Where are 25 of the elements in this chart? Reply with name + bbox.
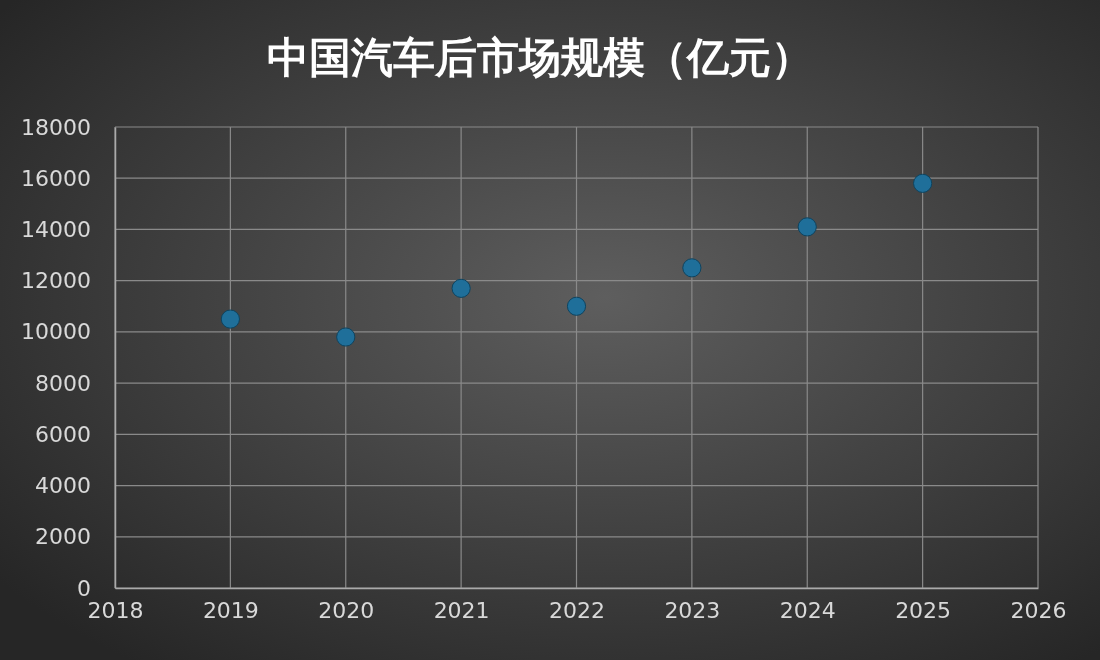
point [220,309,240,329]
y-tick-label: 2000 [35,524,91,550]
x-tick-label: 2022 [549,597,605,623]
y-tick-label: 12000 [21,268,91,294]
point [451,278,471,298]
y-tick-label: 4000 [35,473,91,499]
point [797,217,817,237]
chart-title: 中国汽车后市场规模（亿元） [267,33,813,82]
y-tick-label: 8000 [35,370,91,396]
y-tick-label: 16000 [21,165,91,191]
x-tick-label: 2021 [433,597,490,623]
y-tick-label: 18000 [21,114,91,140]
y-tick-label: 6000 [35,421,91,447]
y-tick-label: 14000 [21,216,91,242]
x-tick-label: 2019 [202,597,259,623]
point [682,258,702,278]
x-tick-label: 2025 [895,597,952,623]
x-tick-label: 2020 [318,597,375,623]
x-tick-label: 2023 [664,597,721,623]
point [336,327,356,347]
x-tick-label: 2024 [779,597,836,623]
y-tick-label: 10000 [21,319,91,345]
point [913,173,933,193]
x-tick-label: 2026 [1010,597,1067,623]
point [566,296,587,316]
